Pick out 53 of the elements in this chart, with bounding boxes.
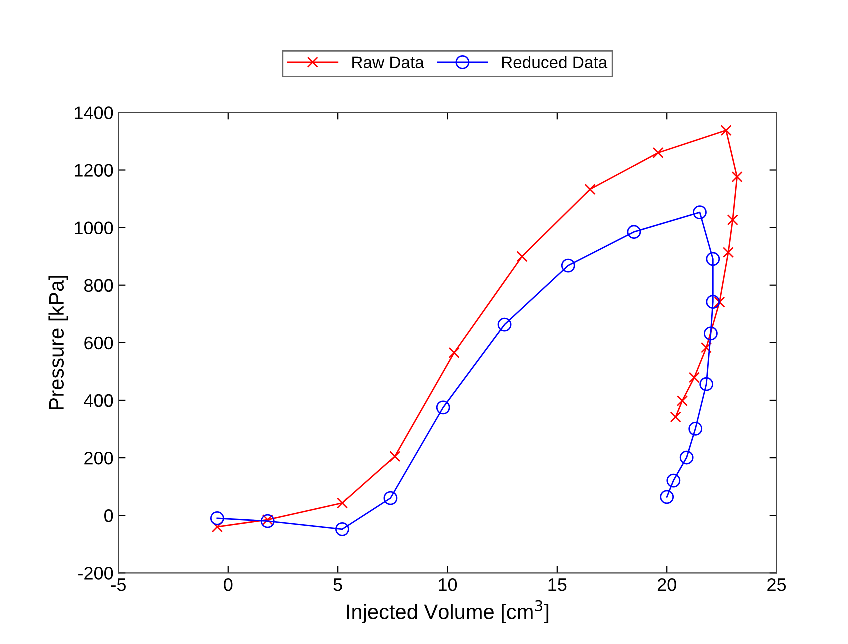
point (390, 451, 401, 462)
point (700, 377, 714, 392)
point (652, 147, 664, 159)
point (584, 184, 596, 196)
point (498, 318, 512, 332)
point (670, 412, 682, 423)
point (688, 372, 700, 384)
x-tick-label: 10 (439, 578, 458, 592)
point (561, 258, 576, 273)
x-tick-label: 0 (224, 578, 233, 592)
y-tick-label: 400 (84, 394, 114, 408)
point (666, 474, 681, 488)
point (722, 247, 734, 258)
point (384, 491, 398, 506)
point (336, 522, 350, 536)
point (627, 225, 642, 240)
legend-label: Raw Data (352, 56, 424, 68)
point (706, 252, 720, 266)
y-tick-label: 1400 (75, 106, 114, 120)
point (262, 514, 274, 526)
point (688, 422, 703, 436)
x-tick-label: 25 (768, 578, 786, 592)
y-tick-label: 1200 (75, 164, 114, 177)
point (701, 342, 712, 354)
x-axis-title: Injected Volume [cm$^{3}$] (347, 600, 549, 624)
point (732, 172, 743, 183)
y-tick-label: 0 (104, 510, 114, 522)
point (336, 498, 348, 509)
point (680, 450, 694, 465)
point (210, 512, 224, 526)
y-tick-label: 600 (84, 336, 114, 350)
x-tick-label: -5 (111, 578, 126, 592)
point (706, 295, 720, 310)
y-tick-label: 800 (84, 279, 114, 292)
point (714, 296, 726, 308)
point (260, 514, 275, 528)
y-tick-label: 200 (84, 452, 114, 465)
point (720, 124, 732, 136)
y-tick-label: -200 (78, 567, 114, 580)
x-tick-label: 15 (548, 578, 567, 592)
point (727, 214, 738, 226)
point (676, 396, 688, 407)
point (516, 251, 528, 262)
point (704, 326, 718, 341)
legend-label: Reduced Data (502, 56, 608, 68)
point (693, 206, 707, 220)
point (448, 347, 460, 359)
point (436, 400, 450, 415)
x-tick-label: 5 (334, 578, 342, 592)
x-tick-label: 20 (658, 578, 676, 592)
y-tick-label: 1000 (75, 222, 114, 235)
y-axis-title: Pressure [kPa] (48, 276, 68, 410)
point (660, 490, 674, 504)
